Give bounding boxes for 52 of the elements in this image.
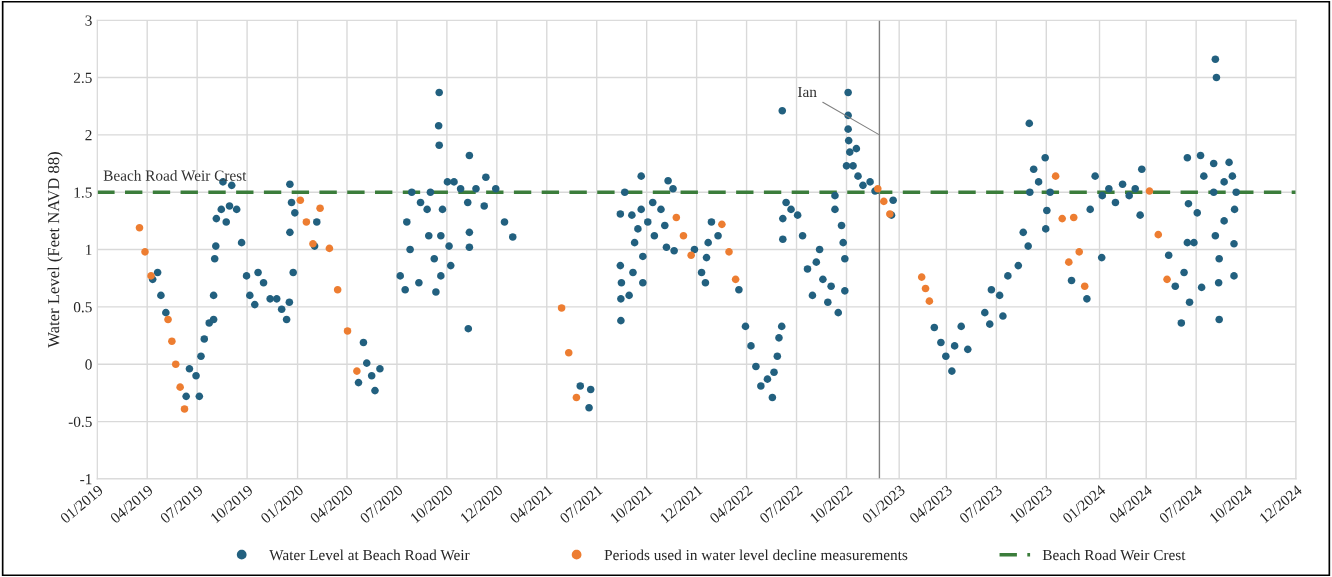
- point: [147, 272, 155, 280]
- point: [557, 304, 566, 312]
- point: [1145, 187, 1154, 195]
- point: [316, 204, 324, 213]
- point: [168, 337, 176, 346]
- point: [572, 393, 581, 402]
- y-tick-label: 0.5: [73, 302, 92, 313]
- point: [725, 248, 733, 256]
- point: [325, 244, 334, 253]
- point: [880, 197, 888, 206]
- text: Beach Road Weir Crest: [103, 170, 247, 181]
- point: [296, 196, 305, 205]
- legend-label: Beach Road Weir Crest: [1042, 549, 1186, 561]
- point: [176, 383, 184, 391]
- point: [1069, 213, 1078, 222]
- point: [171, 360, 180, 369]
- point: [921, 284, 930, 293]
- point: [343, 327, 352, 335]
- point: [164, 315, 172, 324]
- point: [1058, 214, 1067, 223]
- y-tick-label: 1: [86, 244, 92, 255]
- point: [1064, 258, 1073, 266]
- point: [135, 223, 144, 232]
- point: [679, 231, 688, 240]
- point: [687, 251, 695, 260]
- point: [1163, 275, 1171, 284]
- y-tick-label: 0: [85, 359, 92, 370]
- point: [1075, 248, 1084, 256]
- y-tick-label: 3: [85, 15, 92, 26]
- y-axis-title: Water Level (Feet NAVD 88): [47, 152, 63, 348]
- point: [180, 405, 189, 413]
- y-tick-label: 2.5: [73, 72, 92, 84]
- y-tick-label: 1.5: [74, 187, 92, 198]
- point: [353, 367, 361, 375]
- y-tick-label: -1: [80, 474, 92, 485]
- legend-label: Periods used in water level decline measurements: [604, 549, 908, 561]
- y-tick-label: -0.5: [68, 416, 92, 428]
- point: [731, 275, 740, 284]
- point: [1051, 172, 1060, 180]
- point: [672, 213, 681, 222]
- annotation: Ian: [797, 86, 817, 98]
- y-tick-label: 2: [85, 130, 92, 141]
- point: [925, 297, 934, 305]
- point: [1080, 282, 1089, 291]
- legend-label: Water Level at Beach Road Weir: [269, 549, 470, 561]
- point: [333, 285, 342, 294]
- point: [1154, 230, 1163, 239]
- point: [718, 220, 726, 229]
- point: [564, 348, 573, 357]
- point: [141, 248, 149, 256]
- point: [917, 273, 926, 281]
- point: [302, 218, 311, 226]
